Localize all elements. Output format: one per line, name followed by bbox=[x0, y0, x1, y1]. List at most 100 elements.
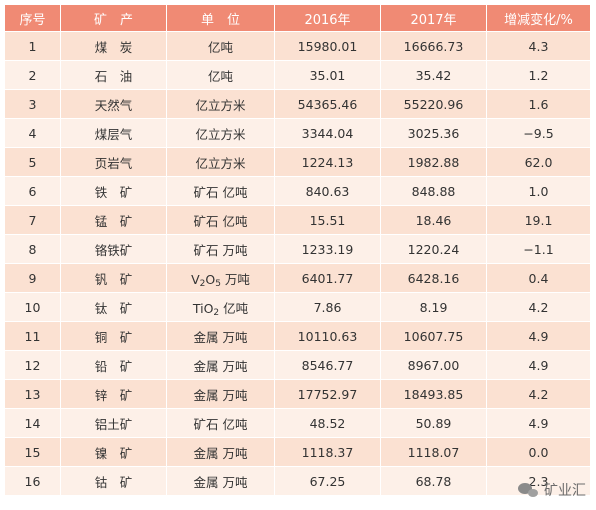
table-header-row: 序号 矿 产 单 位 2016年 2017年 增减变化/% bbox=[4, 4, 591, 32]
table-row: 2 石 油 亿吨 35.01 35.42 1.2 bbox=[4, 60, 591, 90]
cell-2017: 35.42 bbox=[380, 60, 487, 90]
cell-unit: 矿石 亿吨 bbox=[166, 408, 275, 438]
cell-2017: 8967.00 bbox=[380, 350, 487, 380]
cell-unit: 亿吨 bbox=[166, 31, 275, 61]
cell-2017: 50.89 bbox=[380, 408, 487, 438]
cell-2016: 10110.63 bbox=[274, 321, 381, 351]
cell-change: 4.9 bbox=[486, 350, 591, 380]
cell-change: 1.6 bbox=[486, 89, 591, 119]
header-change-percent: 增减变化/% bbox=[486, 4, 591, 32]
header-unit: 单 位 bbox=[166, 4, 275, 32]
cell-index: 7 bbox=[4, 205, 61, 235]
cell-unit: 矿石 亿吨 bbox=[166, 205, 275, 235]
cell-2016: 54365.46 bbox=[274, 89, 381, 119]
header-index: 序号 bbox=[4, 4, 61, 32]
cell-2016: 1224.13 bbox=[274, 147, 381, 177]
cell-2016: 3344.04 bbox=[274, 118, 381, 148]
header-year-2017: 2017年 bbox=[380, 4, 487, 32]
cell-index: 1 bbox=[4, 31, 61, 61]
cell-change: 4.2 bbox=[486, 379, 591, 409]
cell-change: −1.1 bbox=[486, 234, 591, 264]
watermark-text: 矿业汇 bbox=[544, 483, 586, 499]
cell-mineral: 煤层气 bbox=[60, 118, 167, 148]
cell-2016: 67.25 bbox=[274, 466, 381, 496]
cell-mineral: 铁 矿 bbox=[60, 176, 167, 206]
cell-mineral: 钛 矿 bbox=[60, 292, 167, 322]
cell-index: 16 bbox=[4, 466, 61, 496]
cell-change: 0.4 bbox=[486, 263, 591, 293]
cell-2016: 840.63 bbox=[274, 176, 381, 206]
cell-index: 14 bbox=[4, 408, 61, 438]
cell-unit: 矿石 万吨 bbox=[166, 234, 275, 264]
unit-formula: V2O5 万吨 bbox=[191, 271, 250, 289]
cell-2017: 55220.96 bbox=[380, 89, 487, 119]
cell-mineral: 天然气 bbox=[60, 89, 167, 119]
cell-2016: 6401.77 bbox=[274, 263, 381, 293]
table-row: 13 锌 矿 金属 万吨 17752.97 18493.85 4.2 bbox=[4, 379, 591, 409]
watermark: 矿业汇 bbox=[518, 480, 586, 500]
cell-index: 2 bbox=[4, 60, 61, 90]
cell-2017: 18.46 bbox=[380, 205, 487, 235]
cell-2017: 1118.07 bbox=[380, 437, 487, 467]
cell-2017: 10607.75 bbox=[380, 321, 487, 351]
table-row: 8 铬铁矿 矿石 万吨 1233.19 1220.24 −1.1 bbox=[4, 234, 591, 264]
cell-2017: 16666.73 bbox=[380, 31, 487, 61]
wechat-icon bbox=[518, 482, 540, 498]
cell-index: 11 bbox=[4, 321, 61, 351]
cell-index: 4 bbox=[4, 118, 61, 148]
cell-2017: 3025.36 bbox=[380, 118, 487, 148]
cell-2017: 8.19 bbox=[380, 292, 487, 322]
cell-change: 19.1 bbox=[486, 205, 591, 235]
table-row: 9 钒 矿 V2O5 万吨 6401.77 6428.16 0.4 bbox=[4, 263, 591, 293]
cell-unit: 亿立方米 bbox=[166, 118, 275, 148]
table-row: 6 铁 矿 矿石 亿吨 840.63 848.88 1.0 bbox=[4, 176, 591, 206]
cell-2016: 35.01 bbox=[274, 60, 381, 90]
cell-2016: 15980.01 bbox=[274, 31, 381, 61]
table-row: 4 煤层气 亿立方米 3344.04 3025.36 −9.5 bbox=[4, 118, 591, 148]
cell-unit: V2O5 万吨 bbox=[166, 263, 275, 293]
cell-mineral: 铬铁矿 bbox=[60, 234, 167, 264]
cell-mineral: 页岩气 bbox=[60, 147, 167, 177]
cell-2017: 6428.16 bbox=[380, 263, 487, 293]
cell-unit: 金属 万吨 bbox=[166, 379, 275, 409]
table-row: 3 天然气 亿立方米 54365.46 55220.96 1.6 bbox=[4, 89, 591, 119]
cell-change: 4.9 bbox=[486, 321, 591, 351]
cell-mineral: 石 油 bbox=[60, 60, 167, 90]
cell-unit: 金属 万吨 bbox=[166, 321, 275, 351]
cell-mineral: 铝土矿 bbox=[60, 408, 167, 438]
cell-mineral: 锰 矿 bbox=[60, 205, 167, 235]
mineral-reserves-table-container: 序号 矿 产 单 位 2016年 2017年 增减变化/% 1 煤 炭 亿吨 1… bbox=[4, 4, 591, 496]
cell-change: 2.3 bbox=[486, 466, 591, 496]
table-row: 10 钛 矿 TiO2 亿吨 7.86 8.19 4.2 bbox=[4, 292, 591, 322]
cell-index: 3 bbox=[4, 89, 61, 119]
table-row: 15 镍 矿 金属 万吨 1118.37 1118.07 0.0 bbox=[4, 437, 591, 467]
mineral-reserves-table: 序号 矿 产 单 位 2016年 2017年 增减变化/% 1 煤 炭 亿吨 1… bbox=[4, 4, 591, 496]
cell-2016: 48.52 bbox=[274, 408, 381, 438]
header-year-2016: 2016年 bbox=[274, 4, 381, 32]
cell-change: 0.0 bbox=[486, 437, 591, 467]
cell-2016: 1118.37 bbox=[274, 437, 381, 467]
cell-change: −9.5 bbox=[486, 118, 591, 148]
cell-unit: 矿石 亿吨 bbox=[166, 176, 275, 206]
cell-2016: 8546.77 bbox=[274, 350, 381, 380]
table-row: 1 煤 炭 亿吨 15980.01 16666.73 4.3 bbox=[4, 31, 591, 61]
cell-index: 12 bbox=[4, 350, 61, 380]
cell-mineral: 钒 矿 bbox=[60, 263, 167, 293]
table-row: 16 钴 矿 金属 万吨 67.25 68.78 2.3 bbox=[4, 466, 591, 496]
cell-unit: 亿立方米 bbox=[166, 89, 275, 119]
cell-2017: 1982.88 bbox=[380, 147, 487, 177]
cell-index: 8 bbox=[4, 234, 61, 264]
cell-change: 62.0 bbox=[486, 147, 591, 177]
cell-index: 13 bbox=[4, 379, 61, 409]
cell-mineral: 钴 矿 bbox=[60, 466, 167, 496]
cell-change: 1.2 bbox=[486, 60, 591, 90]
header-mineral: 矿 产 bbox=[60, 4, 167, 32]
table-row: 7 锰 矿 矿石 亿吨 15.51 18.46 19.1 bbox=[4, 205, 591, 235]
cell-unit: 亿吨 bbox=[166, 60, 275, 90]
cell-2016: 7.86 bbox=[274, 292, 381, 322]
cell-2016: 1233.19 bbox=[274, 234, 381, 264]
cell-2016: 17752.97 bbox=[274, 379, 381, 409]
cell-change: 4.9 bbox=[486, 408, 591, 438]
cell-2017: 848.88 bbox=[380, 176, 487, 206]
cell-index: 10 bbox=[4, 292, 61, 322]
